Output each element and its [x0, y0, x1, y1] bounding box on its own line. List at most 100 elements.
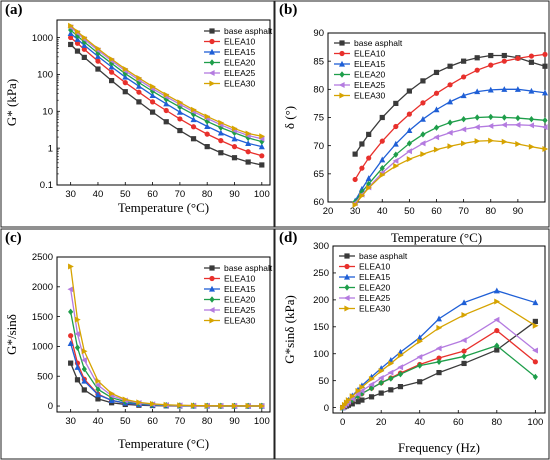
data-point [74, 316, 81, 323]
x-tick-label: 60 [431, 206, 442, 217]
legend-label: ELEA20 [354, 70, 385, 80]
data-point [494, 342, 500, 349]
legend-label: ELEA15 [224, 284, 255, 294]
data-point [416, 334, 423, 341]
legend-marker [344, 273, 350, 280]
data-point [218, 119, 225, 126]
series-base-asphalt [352, 52, 548, 157]
x-tick-label: 80 [202, 189, 213, 200]
legend: base asphaltELEA10ELEA15ELEA20ELEA25ELEA… [334, 38, 403, 101]
series-line [354, 124, 546, 204]
data-point [461, 74, 467, 80]
data-point [355, 399, 361, 405]
legend-label: ELEA15 [224, 47, 255, 57]
x-tick-label: 0 [340, 417, 345, 428]
data-point [81, 46, 87, 52]
x-tick-label: 70 [175, 189, 186, 200]
y-tick-label: 1000 [32, 342, 53, 353]
data-point [74, 330, 81, 337]
legend-item-elea25: ELEA25 [339, 293, 390, 303]
data-point [149, 99, 156, 105]
data-point [474, 114, 480, 121]
data-point [94, 382, 101, 389]
data-point [190, 124, 197, 130]
data-point [95, 378, 102, 384]
data-point [149, 92, 156, 98]
y-tick-label: 1 [48, 143, 53, 154]
legend: base asphaltELEA10ELEA15ELEA20ELEA25ELEA… [204, 26, 273, 89]
data-point [460, 126, 467, 133]
data-point [352, 176, 358, 183]
data-point [417, 338, 423, 345]
legend-item-elea20: ELEA20 [334, 70, 385, 80]
x-tick-label: 100 [254, 189, 270, 200]
data-point [387, 369, 394, 376]
legend-marker [344, 305, 351, 312]
x-tick-label: 40 [93, 189, 104, 200]
data-point [436, 315, 442, 322]
data-point [514, 121, 521, 128]
data-point [95, 396, 101, 402]
legend-label: ELEA25 [359, 293, 390, 303]
legend-item-elea20: ELEA20 [204, 295, 255, 305]
data-point [81, 377, 88, 384]
y-tick-label: 1500 [32, 312, 53, 323]
data-point [461, 360, 467, 367]
data-point [378, 367, 385, 374]
data-point [94, 391, 101, 398]
data-point [204, 123, 211, 129]
data-point [488, 52, 494, 59]
legend-label: ELEA25 [224, 68, 255, 78]
data-point [355, 387, 362, 394]
data-point [417, 362, 423, 369]
legend-item-elea30: ELEA30 [204, 79, 255, 89]
legend-marker [339, 60, 345, 67]
y-tick-label: 200 [313, 295, 329, 306]
series-line [70, 25, 262, 137]
x-tick-label: 40 [377, 206, 388, 217]
data-point [136, 75, 143, 82]
legend-label: ELEA15 [359, 272, 390, 282]
data-point [359, 397, 365, 403]
data-point [190, 136, 197, 142]
data-point [416, 353, 423, 360]
data-point [447, 82, 453, 88]
data-point [461, 299, 468, 306]
x-axis-title: Temperature (°C) [118, 200, 209, 215]
data-point [528, 115, 535, 123]
data-point [433, 146, 440, 153]
data-point [393, 151, 399, 158]
data-point [163, 107, 169, 114]
x-tick-label: 80 [485, 206, 496, 217]
legend-item-elea30: ELEA30 [204, 316, 255, 326]
data-point [218, 138, 224, 144]
data-point [377, 374, 384, 381]
legend-item-elea15: ELEA15 [204, 284, 255, 294]
legend-label: ELEA30 [354, 91, 385, 101]
data-point [542, 89, 548, 96]
x-tick-label: 60 [453, 417, 464, 428]
series-elea30 [68, 263, 266, 409]
data-point [176, 108, 183, 115]
data-point [259, 162, 265, 168]
data-point [532, 299, 539, 306]
data-point [245, 159, 251, 165]
data-point [379, 138, 385, 144]
y-tick-label: 70 [313, 141, 324, 152]
legend-marker [344, 253, 350, 259]
x-tick-label: 50 [404, 206, 415, 217]
data-point [433, 106, 440, 113]
data-point [217, 129, 224, 136]
data-point [177, 103, 183, 111]
data-point [379, 114, 385, 121]
x-tick-label: 80 [202, 416, 213, 427]
data-point [368, 376, 375, 383]
data-point [494, 327, 500, 334]
x-tick-label: 70 [175, 416, 186, 427]
series-elea30 [352, 137, 549, 208]
data-point [67, 340, 74, 347]
x-axis-title: Temperature (°C) [118, 436, 209, 451]
x-tick-label: 30 [350, 206, 361, 217]
data-point [190, 116, 197, 123]
data-point [352, 151, 358, 157]
